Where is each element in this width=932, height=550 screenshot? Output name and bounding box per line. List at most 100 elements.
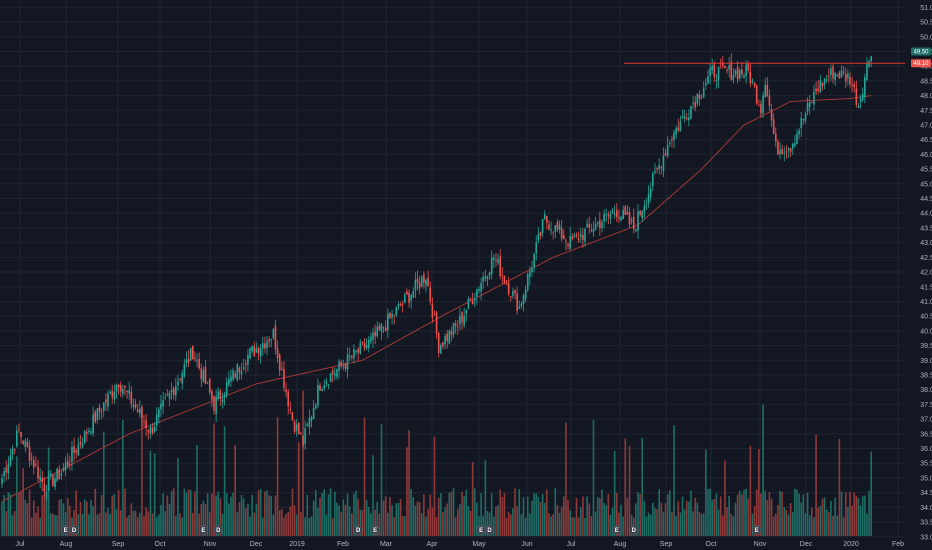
volume-bar	[594, 511, 597, 536]
candle-body	[707, 76, 709, 84]
candle-body	[287, 391, 289, 407]
event-marker[interactable]	[370, 525, 380, 535]
candle-body	[715, 80, 718, 81]
candle-body	[225, 382, 228, 396]
candle-body	[467, 298, 470, 309]
volume-bar	[289, 506, 292, 536]
event-marker[interactable]	[213, 525, 223, 535]
event-marker[interactable]	[198, 525, 209, 535]
candle-body	[7, 464, 10, 474]
candle-body	[531, 267, 533, 273]
volume-bar	[380, 424, 383, 536]
volume-bar	[450, 491, 453, 536]
volume-bar	[624, 438, 627, 536]
candle-body	[844, 74, 847, 82]
candle-body	[851, 84, 853, 86]
event-marker[interactable]	[629, 525, 639, 535]
candle-body	[796, 133, 798, 144]
candle-body	[384, 327, 387, 332]
event-marker[interactable]	[612, 525, 622, 535]
volume-bar	[365, 500, 368, 536]
candle-body	[166, 394, 169, 396]
candle-body	[185, 359, 188, 363]
time-axis[interactable]: Jul Aug Sep Oct Nov Dec 2019 Feb Mar Apr May Jun Jul…	[16, 541, 905, 548]
candle-body	[416, 278, 419, 283]
candle-body	[781, 149, 783, 155]
candle-body	[270, 338, 273, 341]
candle-body	[172, 388, 175, 395]
event-marker[interactable]	[353, 525, 363, 535]
event-marker[interactable]	[484, 525, 495, 535]
candle-body	[147, 430, 150, 432]
candle-body	[134, 403, 137, 408]
price-axis[interactable]: 51.0050.5050.0049.5049.0048.5048.0047.50…	[920, 5, 932, 541]
event-marker-label: D	[72, 528, 77, 534]
candle-body	[351, 355, 353, 358]
volume-bar	[425, 516, 427, 536]
candle-body	[49, 473, 52, 477]
x-tick-label: Jun	[521, 541, 532, 548]
candle-body	[283, 368, 285, 388]
candle-body	[457, 326, 459, 327]
candle-body	[363, 343, 366, 349]
y-tick-label: 50.50	[920, 20, 932, 27]
volume-bar	[556, 505, 559, 536]
volume-bar	[406, 447, 408, 536]
candle-body	[69, 463, 71, 465]
candle-body	[719, 63, 722, 65]
event-marker[interactable]	[69, 525, 79, 535]
x-tick-label: Jul	[16, 541, 25, 548]
candle-body	[552, 232, 554, 234]
candle-body	[60, 473, 63, 476]
volume-bar	[75, 490, 77, 536]
event-marker[interactable]	[751, 525, 762, 535]
volume-bar	[751, 513, 754, 536]
candle-body	[772, 119, 775, 134]
y-tick-label: 37.50	[920, 402, 932, 409]
candle-body	[153, 426, 156, 432]
volume-bar	[550, 516, 552, 536]
volume-bar	[755, 489, 758, 536]
volume-bar	[119, 510, 122, 536]
candle-body	[266, 341, 268, 349]
volume-bar	[283, 517, 285, 536]
event-marker-label: E	[64, 528, 68, 534]
candle-body	[319, 385, 321, 391]
volume-bar	[573, 517, 576, 536]
volume-bar	[56, 515, 58, 536]
x-tick-label: Sep	[660, 541, 673, 548]
volume-bar	[842, 517, 845, 536]
candle-body	[302, 436, 304, 446]
volume-bar	[853, 492, 856, 536]
volume-bar	[206, 493, 209, 536]
volume-bar	[741, 494, 743, 536]
candle-body	[54, 478, 56, 488]
candle-body	[435, 312, 438, 334]
volume-bar	[552, 514, 554, 536]
candle-body	[620, 216, 622, 221]
volume-bar	[779, 490, 781, 536]
volume-bar	[18, 492, 20, 536]
volume-bar	[221, 513, 224, 536]
volume-bar	[465, 489, 468, 536]
volume-bar	[575, 497, 578, 536]
candle-body	[71, 447, 73, 463]
volume-bar	[49, 513, 52, 536]
candle-body	[107, 393, 109, 407]
volume-bar	[700, 513, 703, 536]
volume-bar	[372, 455, 374, 536]
candle-body	[26, 442, 29, 447]
candle-body	[480, 282, 482, 292]
volume-bar	[592, 420, 595, 536]
candle-body	[516, 293, 518, 311]
volume-bar	[817, 507, 819, 536]
candle-body	[709, 67, 711, 76]
candle-body	[41, 477, 44, 483]
volume-bar	[329, 488, 332, 536]
candle-body	[221, 399, 224, 402]
volume-bar	[497, 505, 499, 536]
candle-body	[378, 325, 381, 330]
volume-bar	[758, 449, 760, 536]
candle-body	[285, 389, 287, 393]
